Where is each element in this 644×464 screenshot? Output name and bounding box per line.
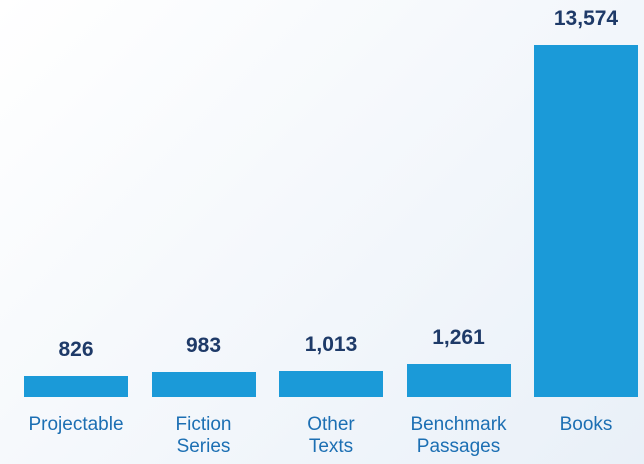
category-label: Books xyxy=(559,414,613,435)
bar xyxy=(24,375,128,397)
value-label: 1,013 xyxy=(304,332,358,356)
value-label: 826 xyxy=(58,337,94,361)
category-label: Projectable xyxy=(28,414,124,435)
value-label: 13,574 xyxy=(553,7,619,30)
bar xyxy=(534,45,638,397)
category-label: Fiction Series xyxy=(175,414,232,457)
category-label: Other Texts xyxy=(307,414,355,457)
bar xyxy=(151,371,256,397)
category-label: Benchmark Passages xyxy=(410,414,507,457)
bar xyxy=(279,370,383,397)
value-label: 983 xyxy=(185,333,222,357)
bar xyxy=(406,364,511,397)
value-label: 1,261 xyxy=(432,326,485,350)
